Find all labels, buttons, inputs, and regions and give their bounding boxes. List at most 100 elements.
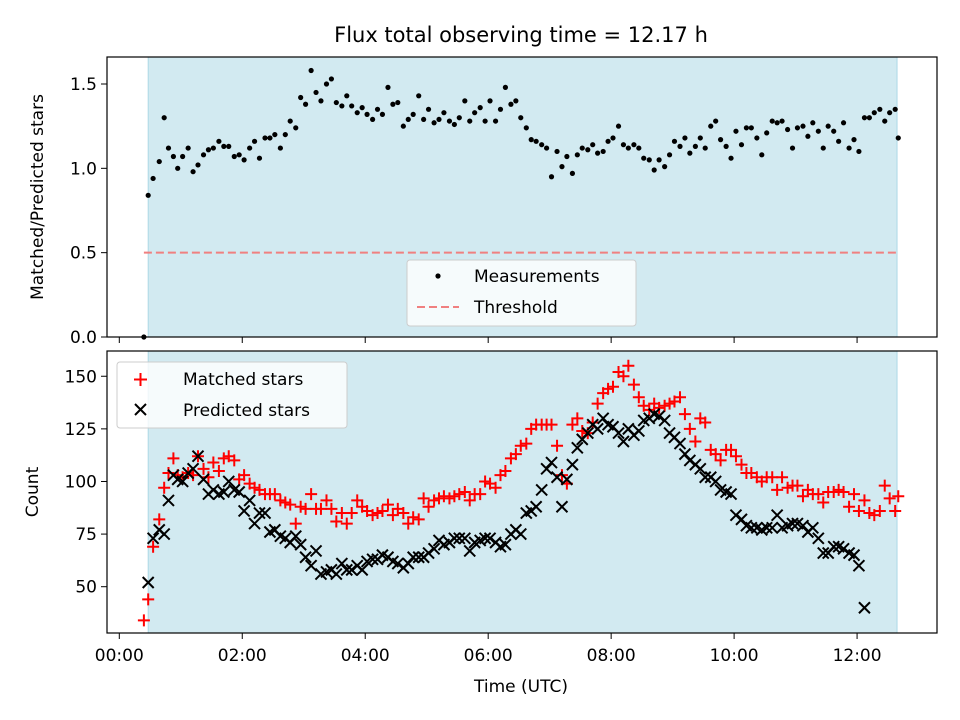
predicted-star-point [617,435,630,448]
measurement-point [156,158,162,165]
legend-label-threshold: Threshold [473,298,558,318]
measurement-point [374,106,381,112]
measurement-point [636,145,642,151]
measurement-point [165,145,172,151]
x-tick-label: 04:00 [341,646,390,666]
matched-star-point [674,391,687,404]
measurement-point [205,147,212,153]
measurement-point [364,111,370,117]
matched-star-point [320,494,333,507]
matched-star-point [351,494,364,507]
measurement-point [170,153,176,160]
measurement-point [456,115,462,121]
predicted-star-point [427,542,441,556]
measurement-point [431,120,437,126]
matched-star-point [330,515,343,528]
measurement-point [789,145,796,151]
x-tick-label: 06:00 [464,646,513,666]
matched-star-point [509,448,522,461]
predicted-star-point [222,475,235,488]
predicted-star-point [157,527,171,541]
measurement-point [277,145,283,151]
matched-star-point [678,408,691,421]
measurement-point [851,137,857,143]
measurement-point [743,125,750,131]
predicted-star-point [294,538,307,551]
measurement-point [190,169,196,175]
measurement-point [436,116,442,123]
matched-star-point [453,488,466,501]
measurement-point [262,135,268,141]
predicted-star-point [514,527,527,541]
matched-star-point [699,416,712,429]
measurement-point [385,84,391,90]
measurement-point [543,145,550,151]
measurement-point [646,157,652,163]
measurement-point [728,155,734,161]
measurement-point [416,93,422,99]
measurement-point [687,150,693,156]
measurement-point [528,137,534,143]
predicted-star-point [176,475,189,488]
measurement-point [717,137,724,143]
measurement-point [754,135,760,141]
predicted-star-point [146,532,160,545]
measurement-point [400,123,406,129]
matched-star-point [545,418,558,431]
measurement-point [256,155,263,161]
predicted-star-point [852,559,866,572]
matched-star-point [142,593,155,606]
legend-label-measurements: Measurements [474,267,600,287]
measurement-point [282,131,288,138]
measurement-point [185,145,191,151]
measurement-point [892,106,898,112]
legend-box [406,259,637,327]
matched-star-point [381,498,394,511]
matched-star-point [212,464,225,477]
predicted-star-point [581,426,594,440]
measurement-point [554,148,560,155]
predicted-star-point [545,456,558,469]
matched-star-point [858,494,871,507]
predicted-star-point [309,544,323,558]
measurement-point [145,192,151,198]
matched-star-point [848,488,860,501]
matched-star-point [709,448,722,461]
measurement-point [318,98,324,104]
measurement-point [221,143,227,149]
predicted-star-point [591,422,604,436]
matched-star-point [422,500,435,513]
matched-star-point [299,502,312,515]
measurement-point [866,115,872,121]
measurement-point [241,157,247,163]
measurement-point [161,115,167,121]
matched-star-point [463,494,476,507]
measurement-point [441,110,447,116]
measurement-point [877,106,883,112]
matched-star-point [314,502,327,515]
measurement-point [370,116,376,123]
measurement-point [708,123,714,129]
measurement-point [733,128,739,134]
measurement-point [293,125,299,131]
predicted-star-point [529,500,543,513]
legend-ratio: Measurements Threshold [406,259,637,327]
measurement-point [713,118,719,124]
predicted-star-point [243,494,256,507]
predicted-star-point [355,563,369,577]
measurement-point [523,125,529,131]
measurement-point [446,118,453,124]
measurement-point [794,125,801,131]
matched-star-point [817,496,830,509]
predicted-star-point [406,551,420,564]
y-axis-label-ratio: Matched/Predicted stars [28,94,48,300]
predicted-star-point [258,506,272,520]
y-tick-label: 150 [65,367,97,387]
measurement-point [216,138,222,144]
matched-star-point [412,513,425,526]
measurement-point [472,110,478,116]
x-tick-label: 10:00 [710,646,759,666]
matched-star-point [883,492,896,505]
matched-star-point [474,488,487,501]
matched-star-point [725,443,738,456]
